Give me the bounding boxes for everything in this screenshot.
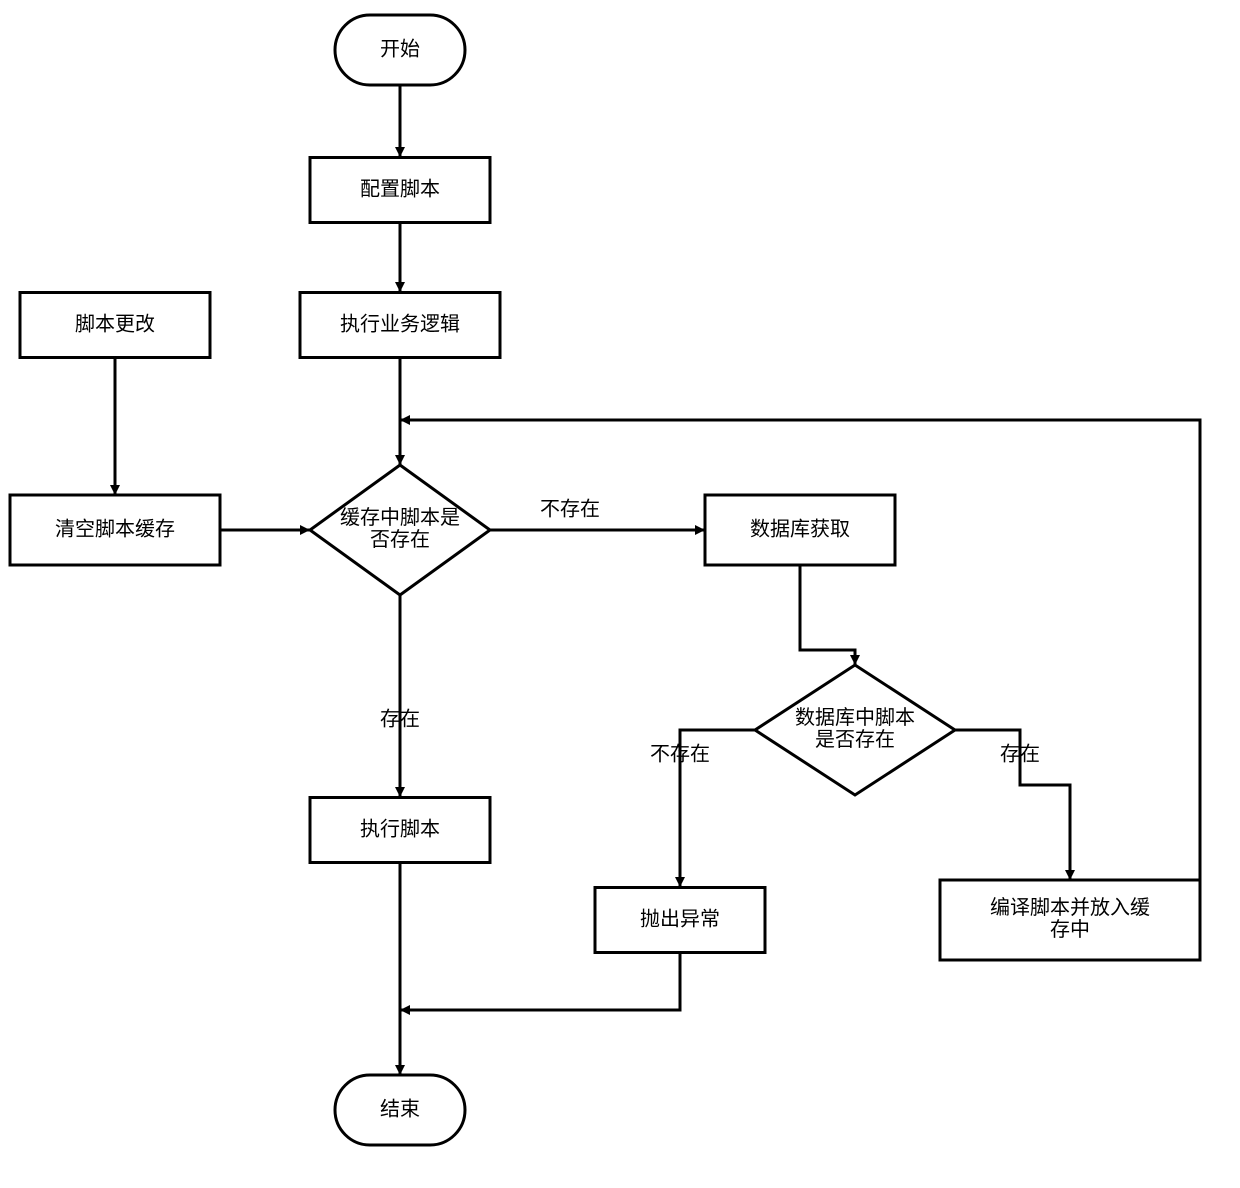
edge-label-db_dec-compile: 存在 xyxy=(1000,742,1040,765)
edge-db_get-db_dec xyxy=(800,565,855,665)
node-end: 结束 xyxy=(335,1075,465,1145)
node-label-script_chg: 脚本更改 xyxy=(75,312,155,335)
node-script_chg: 脚本更改 xyxy=(20,293,210,358)
flowchart-canvas: 不存在存在不存在存在开始配置脚本执行业务逻辑脚本更改清空脚本缓存缓存中脚本是否存… xyxy=(0,0,1240,1188)
node-throw_ex: 抛出异常 xyxy=(595,888,765,953)
node-label-start: 开始 xyxy=(380,37,420,60)
node-label-throw_ex: 抛出异常 xyxy=(640,907,720,930)
node-db_get: 数据库获取 xyxy=(705,495,895,565)
edge-throw_ex-end xyxy=(400,952,680,1010)
edge-label-cache_dec-db_get: 不存在 xyxy=(540,497,600,520)
node-clear_cache: 清空脚本缓存 xyxy=(10,495,220,565)
node-label-config: 配置脚本 xyxy=(360,177,440,200)
node-label-clear_cache: 清空脚本缓存 xyxy=(55,517,175,540)
node-label-exec_script: 执行脚本 xyxy=(360,817,440,840)
node-config: 配置脚本 xyxy=(310,158,490,223)
node-label-db_get: 数据库获取 xyxy=(750,517,850,540)
node-exec_logic: 执行业务逻辑 xyxy=(300,293,500,358)
node-start: 开始 xyxy=(335,15,465,85)
node-cache_dec: 缓存中脚本是否存在 xyxy=(310,465,490,595)
node-db_dec: 数据库中脚本是否存在 xyxy=(755,665,955,795)
node-compile: 编译脚本并放入缓存中 xyxy=(940,880,1200,960)
node-label-exec_logic: 执行业务逻辑 xyxy=(340,312,460,335)
node-label-end: 结束 xyxy=(380,1097,420,1120)
edge-label-cache_dec-exec_script: 存在 xyxy=(380,707,420,730)
edge-label-db_dec-throw_ex: 不存在 xyxy=(650,742,710,765)
node-exec_script: 执行脚本 xyxy=(310,798,490,863)
